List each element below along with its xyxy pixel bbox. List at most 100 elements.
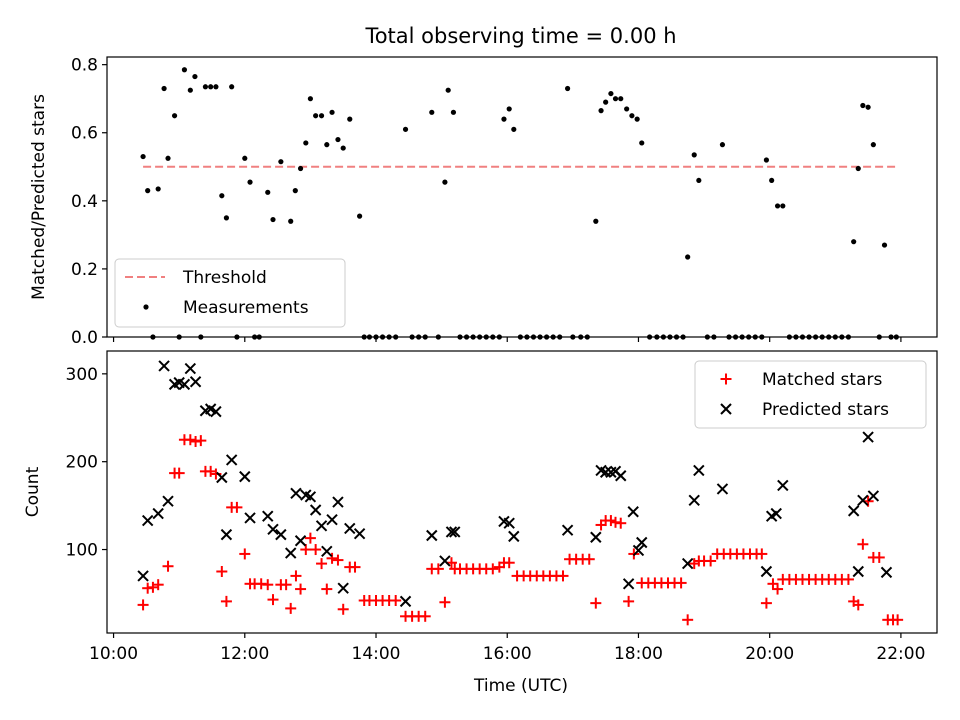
predicted-star-point-b [337, 582, 349, 594]
measurement-point [593, 218, 599, 224]
predicted-star-point [216, 471, 228, 484]
measurement-point [171, 113, 178, 119]
measurement-point [763, 157, 770, 163]
top-y-tick-label: 0.8 [71, 56, 98, 76]
predicted-star-point [244, 512, 256, 524]
top-y-tick-label: 0.2 [71, 260, 98, 280]
predicted-star-point-b [162, 495, 174, 507]
predicted-star-point-b [210, 405, 222, 418]
legend-matched-marker [720, 373, 732, 385]
measurement-point [774, 203, 781, 209]
matched-star-point [280, 579, 292, 591]
predicted-star-point [344, 522, 356, 535]
x-tick-label: 12:00 [220, 644, 269, 664]
predicted-star-point-b [275, 528, 287, 541]
measurement-point [860, 102, 866, 109]
bottom-legend-box [694, 360, 927, 429]
measurement-point [603, 99, 609, 105]
measurement-point [442, 179, 448, 185]
matched-star-point [184, 434, 196, 446]
x-axis-label: Time (UTC) [473, 676, 568, 696]
matched-star-point [852, 599, 864, 611]
legend-matched-swatch [720, 373, 732, 385]
measurement-point [223, 215, 230, 221]
predicted-star-point-b [189, 376, 202, 388]
predicted-star-point [294, 535, 307, 547]
matched-star-point [487, 563, 499, 575]
bottom-y-axis-label: Count [23, 466, 43, 517]
matched-star-point [756, 548, 768, 560]
predicted-star-point-b [220, 528, 233, 541]
predicted-star-point-b [439, 555, 451, 567]
matched-star-point [220, 595, 232, 607]
predicted-star-point [220, 528, 233, 541]
predicted-star-point [852, 565, 864, 578]
matched-star-point [675, 577, 687, 589]
legend-predicted-marker-b [720, 403, 732, 415]
measurement-point [335, 136, 341, 143]
measurement-point [307, 96, 313, 102]
top-y-tick-label: 0.4 [71, 192, 98, 212]
measurement-point [598, 108, 604, 114]
predicted-star-point-b [173, 376, 185, 389]
measurement-point [634, 116, 640, 122]
predicted-star-point-b [770, 507, 782, 520]
predicted-star-point-b [599, 466, 612, 478]
predicted-star-point [867, 490, 880, 502]
measurement-point [696, 177, 702, 184]
predicted-star-point-b [627, 506, 639, 518]
measurement-point [865, 104, 871, 110]
top-panel: 0.00.20.40.60.8 Matched/Predicted stars … [29, 56, 938, 348]
predicted-star-point [337, 582, 349, 594]
measurement-point [278, 159, 284, 165]
chart-title: Total observing time = 0.00 h [364, 24, 676, 48]
top-data-layer [140, 67, 899, 340]
legend-measurements-label: Measurements [183, 298, 309, 318]
measurement-point [140, 153, 146, 160]
matched-star-point [390, 594, 402, 606]
predicted-star-point [353, 528, 366, 540]
legend-measurements-swatch [143, 304, 149, 310]
predicted-star-point-b [880, 566, 893, 579]
matched-star-point [439, 596, 451, 608]
predicted-star-point-b [561, 524, 574, 536]
matched-star-point [304, 532, 316, 544]
measurement-point [618, 96, 624, 102]
predicted-star-point-b [595, 464, 607, 477]
predicted-star-point-b [244, 512, 256, 524]
matched-star-point [892, 614, 904, 626]
predicted-star-point [399, 595, 412, 608]
predicted-star-point-b [636, 536, 648, 549]
bottom-panel: 10:00 12:00 14:00 16:00 18:00 20:00 22:00 100 2… [23, 350, 938, 696]
predicted-star-point [627, 506, 639, 518]
predicted-star-point [158, 360, 170, 372]
predicted-star-point [862, 431, 874, 443]
predicted-star-point-b [315, 520, 328, 532]
top-legend: Threshold Measurements [114, 258, 346, 328]
predicted-star-point-b [262, 510, 274, 522]
predicted-star-point [162, 495, 174, 507]
predicted-star-point-b [184, 362, 197, 375]
predicted-star-point [760, 565, 773, 578]
x-tick-label: 10:00 [89, 644, 138, 664]
predicted-star-point [693, 464, 705, 477]
measurement-point [881, 242, 888, 248]
matched-star-point [195, 435, 207, 447]
predicted-star-point-b [137, 570, 149, 582]
measurement-point [303, 140, 309, 146]
measurement-point [639, 140, 645, 146]
predicted-star-point [309, 504, 322, 516]
bottom-plot-frame [106, 350, 938, 634]
matched-star-point [332, 554, 344, 566]
measurement-point [219, 193, 225, 199]
measurement-point [855, 165, 861, 172]
matched-star-point [285, 602, 297, 614]
predicted-star-point [508, 530, 520, 543]
matched-star-point [337, 603, 349, 615]
matched-star-point [857, 538, 869, 550]
measurement-point [213, 84, 219, 90]
predicted-star-point [857, 494, 869, 507]
x-tick-label: 14:00 [352, 644, 401, 664]
